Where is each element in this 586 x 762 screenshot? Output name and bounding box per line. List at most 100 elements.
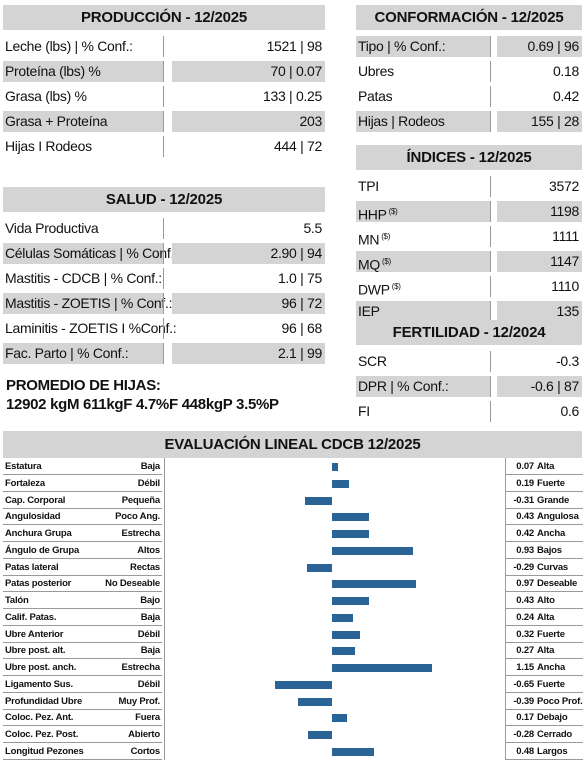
- indices-row: MQ ($) 1147: [356, 249, 582, 274]
- fertilidad-row-label: DPR | % Conf.:: [356, 376, 490, 397]
- salud-title: SALUD - 12/2025: [3, 187, 325, 212]
- lineal-low-label: Muy Prof.: [96, 695, 162, 710]
- lineal-row: Talón Bajo 0.43 Alto: [3, 593, 583, 610]
- lineal-high-label: Ancha: [536, 527, 583, 542]
- salud-row-value: 5.5: [303, 220, 322, 236]
- lineal-high-label: Largos: [536, 745, 583, 760]
- lineal-low-label: Poco Ang.: [96, 510, 162, 526]
- column-separator: [163, 86, 164, 107]
- lineal-trait-name: Estatura: [3, 460, 96, 475]
- lineal-bar: [332, 546, 413, 555]
- column-separator: [490, 61, 491, 82]
- lineal-row: Profundidad Ubre Muy Prof. -0.39 Poco Prof.: [3, 694, 583, 711]
- produccion-row: Leche (lbs) | % Conf.: 1521 | 98: [3, 34, 325, 59]
- lineal-row: Ubre Anterior Débil 0.32 Fuerte: [3, 627, 583, 644]
- fertilidad-row: SCR -0.3: [356, 349, 582, 374]
- lineal-value: -0.31: [506, 494, 536, 509]
- produccion-row-value: 1521 | 98: [266, 38, 323, 54]
- column-separator: [490, 351, 491, 372]
- column-separator: [163, 136, 164, 157]
- column-separator: [490, 376, 491, 397]
- lineal-trait-name: Ubre post. anch.: [3, 661, 96, 676]
- lineal-row: Ubre post. alt. Baja 0.27 Alta: [3, 643, 583, 660]
- lineal-row: Anchura Grupa Estrecha 0.42 Ancha: [3, 526, 583, 543]
- salud-row-label: Fac. Parto | % Conf.:: [3, 343, 163, 364]
- lineal-rows: Estatura Baja 0.07 Alta Fortaleza Débil 0.19 Fu…: [3, 459, 583, 761]
- salud-row-label: Laminitis - ZOETIS I %Conf.:: [5, 320, 177, 336]
- lineal-value: 0.17: [506, 711, 536, 727]
- column-separator: [490, 201, 491, 222]
- indices-row-label: DWP ($): [358, 281, 401, 298]
- fertilidad-row: FI 0.6: [356, 399, 582, 424]
- lineal-value: 0.07: [506, 460, 536, 475]
- lineal-bar: [332, 630, 360, 639]
- lineal-low-label: Altos: [96, 544, 162, 559]
- fertilidad-title: FERTILIDAD - 12/2024: [356, 320, 582, 345]
- lineal-low-label: Abierto: [96, 728, 162, 743]
- lineal-value: 0.32: [506, 628, 536, 643]
- lineal-bar: [306, 563, 332, 572]
- conformacion-row: Hijas | Rodeos 155 | 28: [356, 109, 582, 134]
- lineal-low-label: Bajo: [96, 594, 162, 609]
- salud-row-label: Mastitis - CDCB | % Conf.:: [5, 270, 162, 286]
- promedio-title: PROMEDIO DE HIJAS:: [6, 377, 161, 394]
- salud-row-value: 96 | 68: [281, 320, 323, 336]
- lineal-value: 0.43: [506, 594, 536, 609]
- lineal-low-label: Rectas: [96, 561, 162, 576]
- salud-rows: Vida Productiva 5.5 Células Somáticas | % …: [3, 216, 325, 366]
- lineal-bar: [275, 680, 332, 689]
- lineal-trait-name: Profundidad Ubre: [3, 695, 96, 710]
- produccion-row: Grasa (lbs) % 133 | 0.25: [3, 84, 325, 109]
- indices-row-value: 1111: [552, 228, 579, 244]
- lineal-value: 0.42: [506, 527, 536, 542]
- lineal-high-label: Fuerte: [536, 678, 583, 693]
- salud-row-value: 96 | 72: [172, 293, 325, 314]
- salud-row-value: 1.0 | 75: [277, 270, 322, 286]
- lineal-value: 0.93: [506, 544, 536, 559]
- column-separator: [163, 111, 164, 132]
- lineal-row: Cap. Corporal Pequeña -0.31 Grande: [3, 493, 583, 510]
- salud-panel: SALUD - 12/2025 Vida Productiva 5.5 Célula…: [3, 187, 325, 366]
- lineal-row: Fortaleza Débil 0.19 Fuerte: [3, 476, 583, 493]
- promedio-text: 12902 kgM 611kgF 4.7%F 448kgP 3.5%P: [6, 396, 279, 413]
- lineal-bar: [332, 613, 353, 622]
- lineal-trait-name: Cap. Corporal: [3, 494, 96, 509]
- lineal-low-label: Baja: [96, 644, 162, 660]
- indices-row: HHP ($) 1198: [356, 199, 582, 224]
- lineal-high-label: Alta: [536, 611, 583, 626]
- lineal-bar: [332, 664, 433, 672]
- produccion-row-value: 133 | 0.25: [262, 88, 322, 104]
- lineal-title: EVALUACIÓN LINEAL CDCB 12/2025: [3, 431, 582, 458]
- lineal-low-label: Fuera: [96, 711, 162, 727]
- lineal-value: -0.29: [506, 561, 536, 576]
- lineal-bar: [332, 530, 369, 538]
- lineal-trait-name: Patas lateral: [3, 561, 96, 576]
- produccion-row-label: Grasa + Proteína: [3, 111, 163, 132]
- conformacion-row-value: 0.69 | 96: [497, 36, 582, 57]
- column-separator: [490, 111, 491, 132]
- conformacion-row-value: 155 | 28: [497, 111, 582, 132]
- lineal-high-label: Debajo: [536, 711, 583, 727]
- conformacion-row-label: Patas: [358, 88, 393, 104]
- indices-row-label: MN ($): [358, 231, 391, 248]
- lineal-low-label: Baja: [96, 460, 162, 475]
- produccion-panel: PRODUCCIÓN - 12/2025 Leche (lbs) | % Con…: [3, 5, 325, 159]
- conformacion-row: Patas 0.42: [356, 84, 582, 109]
- lineal-trait-name: Patas posterior: [3, 577, 96, 593]
- produccion-row: Grasa + Proteína 203: [3, 109, 325, 134]
- lineal-row: Angulosidad Poco Ang. 0.43 Angulosa: [3, 509, 583, 526]
- lineal-trait-name: Longitud Pezones: [3, 745, 96, 760]
- lineal-row: Ubre post. anch. Estrecha 1.15 Ancha: [3, 660, 583, 677]
- column-separator: [490, 176, 491, 197]
- column-separator: [490, 226, 491, 247]
- lineal-low-label: Débil: [96, 678, 162, 693]
- lineal-high-label: Ancha: [536, 661, 583, 676]
- indices-rows: TPI 3572 HHP ($) 1198 MN ($) 1111 MQ ($) 1147 DWP ($…: [356, 174, 582, 324]
- lineal-trait-name: Fortaleza: [3, 477, 96, 492]
- currency-superscript: ($): [391, 282, 401, 291]
- lineal-high-label: Cerrado: [536, 728, 583, 743]
- lineal-high-label: Poco Prof.: [536, 695, 583, 710]
- lineal-bar: [298, 697, 332, 706]
- lineal-trait-name: Anchura Grupa: [3, 527, 96, 542]
- lineal-bar: [332, 714, 347, 723]
